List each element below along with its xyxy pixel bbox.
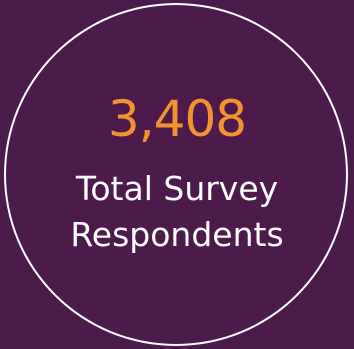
stat-label: Total Survey Respondents xyxy=(0,166,354,258)
stat-label-line-2: Respondents xyxy=(70,215,284,254)
stat-label-line-1: Total Survey xyxy=(75,169,279,208)
circle-outline xyxy=(4,3,348,346)
respondent-count: 3,408 xyxy=(107,90,247,148)
